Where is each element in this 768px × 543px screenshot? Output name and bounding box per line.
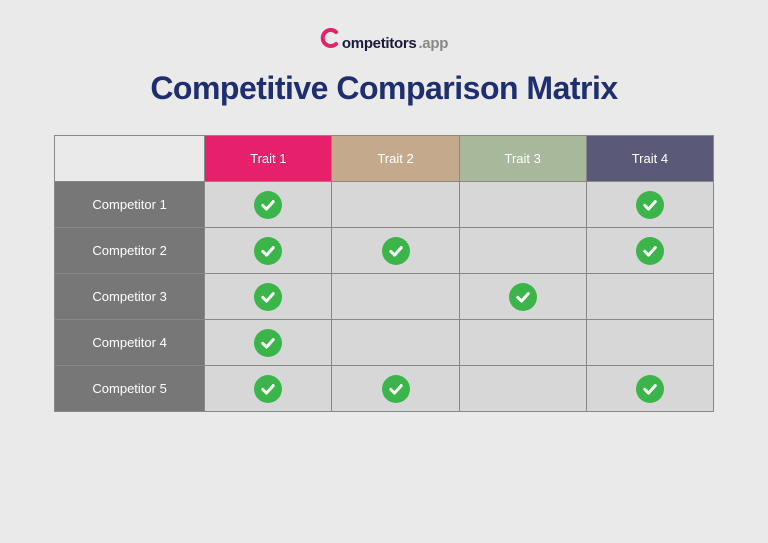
matrix-cell [205,274,332,320]
trait-header: Trait 3 [459,136,586,182]
table-row: Competitor 5 [55,366,714,412]
corner-cell [55,136,205,182]
matrix-cell [459,320,586,366]
matrix-cell [205,320,332,366]
matrix-cell [459,274,586,320]
trait-header: Trait 1 [205,136,332,182]
competitor-label: Competitor 3 [55,274,205,320]
trait-header: Trait 2 [332,136,459,182]
competitor-label: Competitor 1 [55,182,205,228]
check-icon [254,375,282,403]
competitor-label: Competitor 5 [55,366,205,412]
matrix-cell [586,366,713,412]
brand-logo: ompetitors .app [320,28,448,52]
matrix-cell [332,228,459,274]
competitor-label: Competitor 4 [55,320,205,366]
logo-text-brand: ompetitors [342,35,417,52]
logo-mark-icon [320,28,340,48]
check-icon [254,237,282,265]
check-icon [509,283,537,311]
matrix-cell [586,320,713,366]
logo-text-suffix: .app [418,35,448,52]
check-icon [254,329,282,357]
matrix-cell [205,228,332,274]
check-icon [636,375,664,403]
trait-header: Trait 4 [586,136,713,182]
matrix-cell [332,274,459,320]
matrix-cell [332,320,459,366]
matrix-cell [332,366,459,412]
check-icon [382,375,410,403]
matrix-body: Competitor 1Competitor 2Competitor 3Comp… [55,182,714,412]
header-row: Trait 1Trait 2Trait 3Trait 4 [55,136,714,182]
matrix-cell [205,182,332,228]
page-title: Competitive Comparison Matrix [150,70,617,107]
table-row: Competitor 3 [55,274,714,320]
check-icon [636,191,664,219]
check-icon [636,237,664,265]
table-row: Competitor 2 [55,228,714,274]
matrix-cell [459,182,586,228]
competitor-label: Competitor 2 [55,228,205,274]
matrix-cell [332,182,459,228]
matrix-cell [459,366,586,412]
comparison-matrix: Trait 1Trait 2Trait 3Trait 4 Competitor … [54,135,714,412]
table-row: Competitor 1 [55,182,714,228]
check-icon [382,237,410,265]
check-icon [254,191,282,219]
table-row: Competitor 4 [55,320,714,366]
check-icon [254,283,282,311]
matrix-cell [459,228,586,274]
matrix-cell [586,228,713,274]
matrix-cell [205,366,332,412]
matrix-cell [586,182,713,228]
matrix-cell [586,274,713,320]
